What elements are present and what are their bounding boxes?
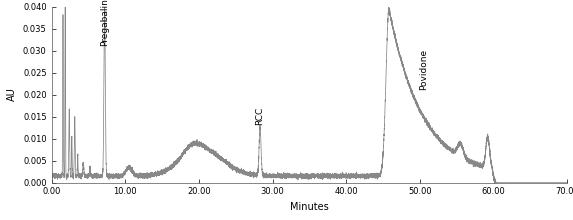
Y-axis label: AU: AU [7,88,17,101]
Text: Pregabalin: Pregabalin [100,0,109,46]
X-axis label: Minutes: Minutes [290,202,329,212]
Text: Povidone: Povidone [419,49,428,90]
Text: RCC: RCC [256,107,265,125]
